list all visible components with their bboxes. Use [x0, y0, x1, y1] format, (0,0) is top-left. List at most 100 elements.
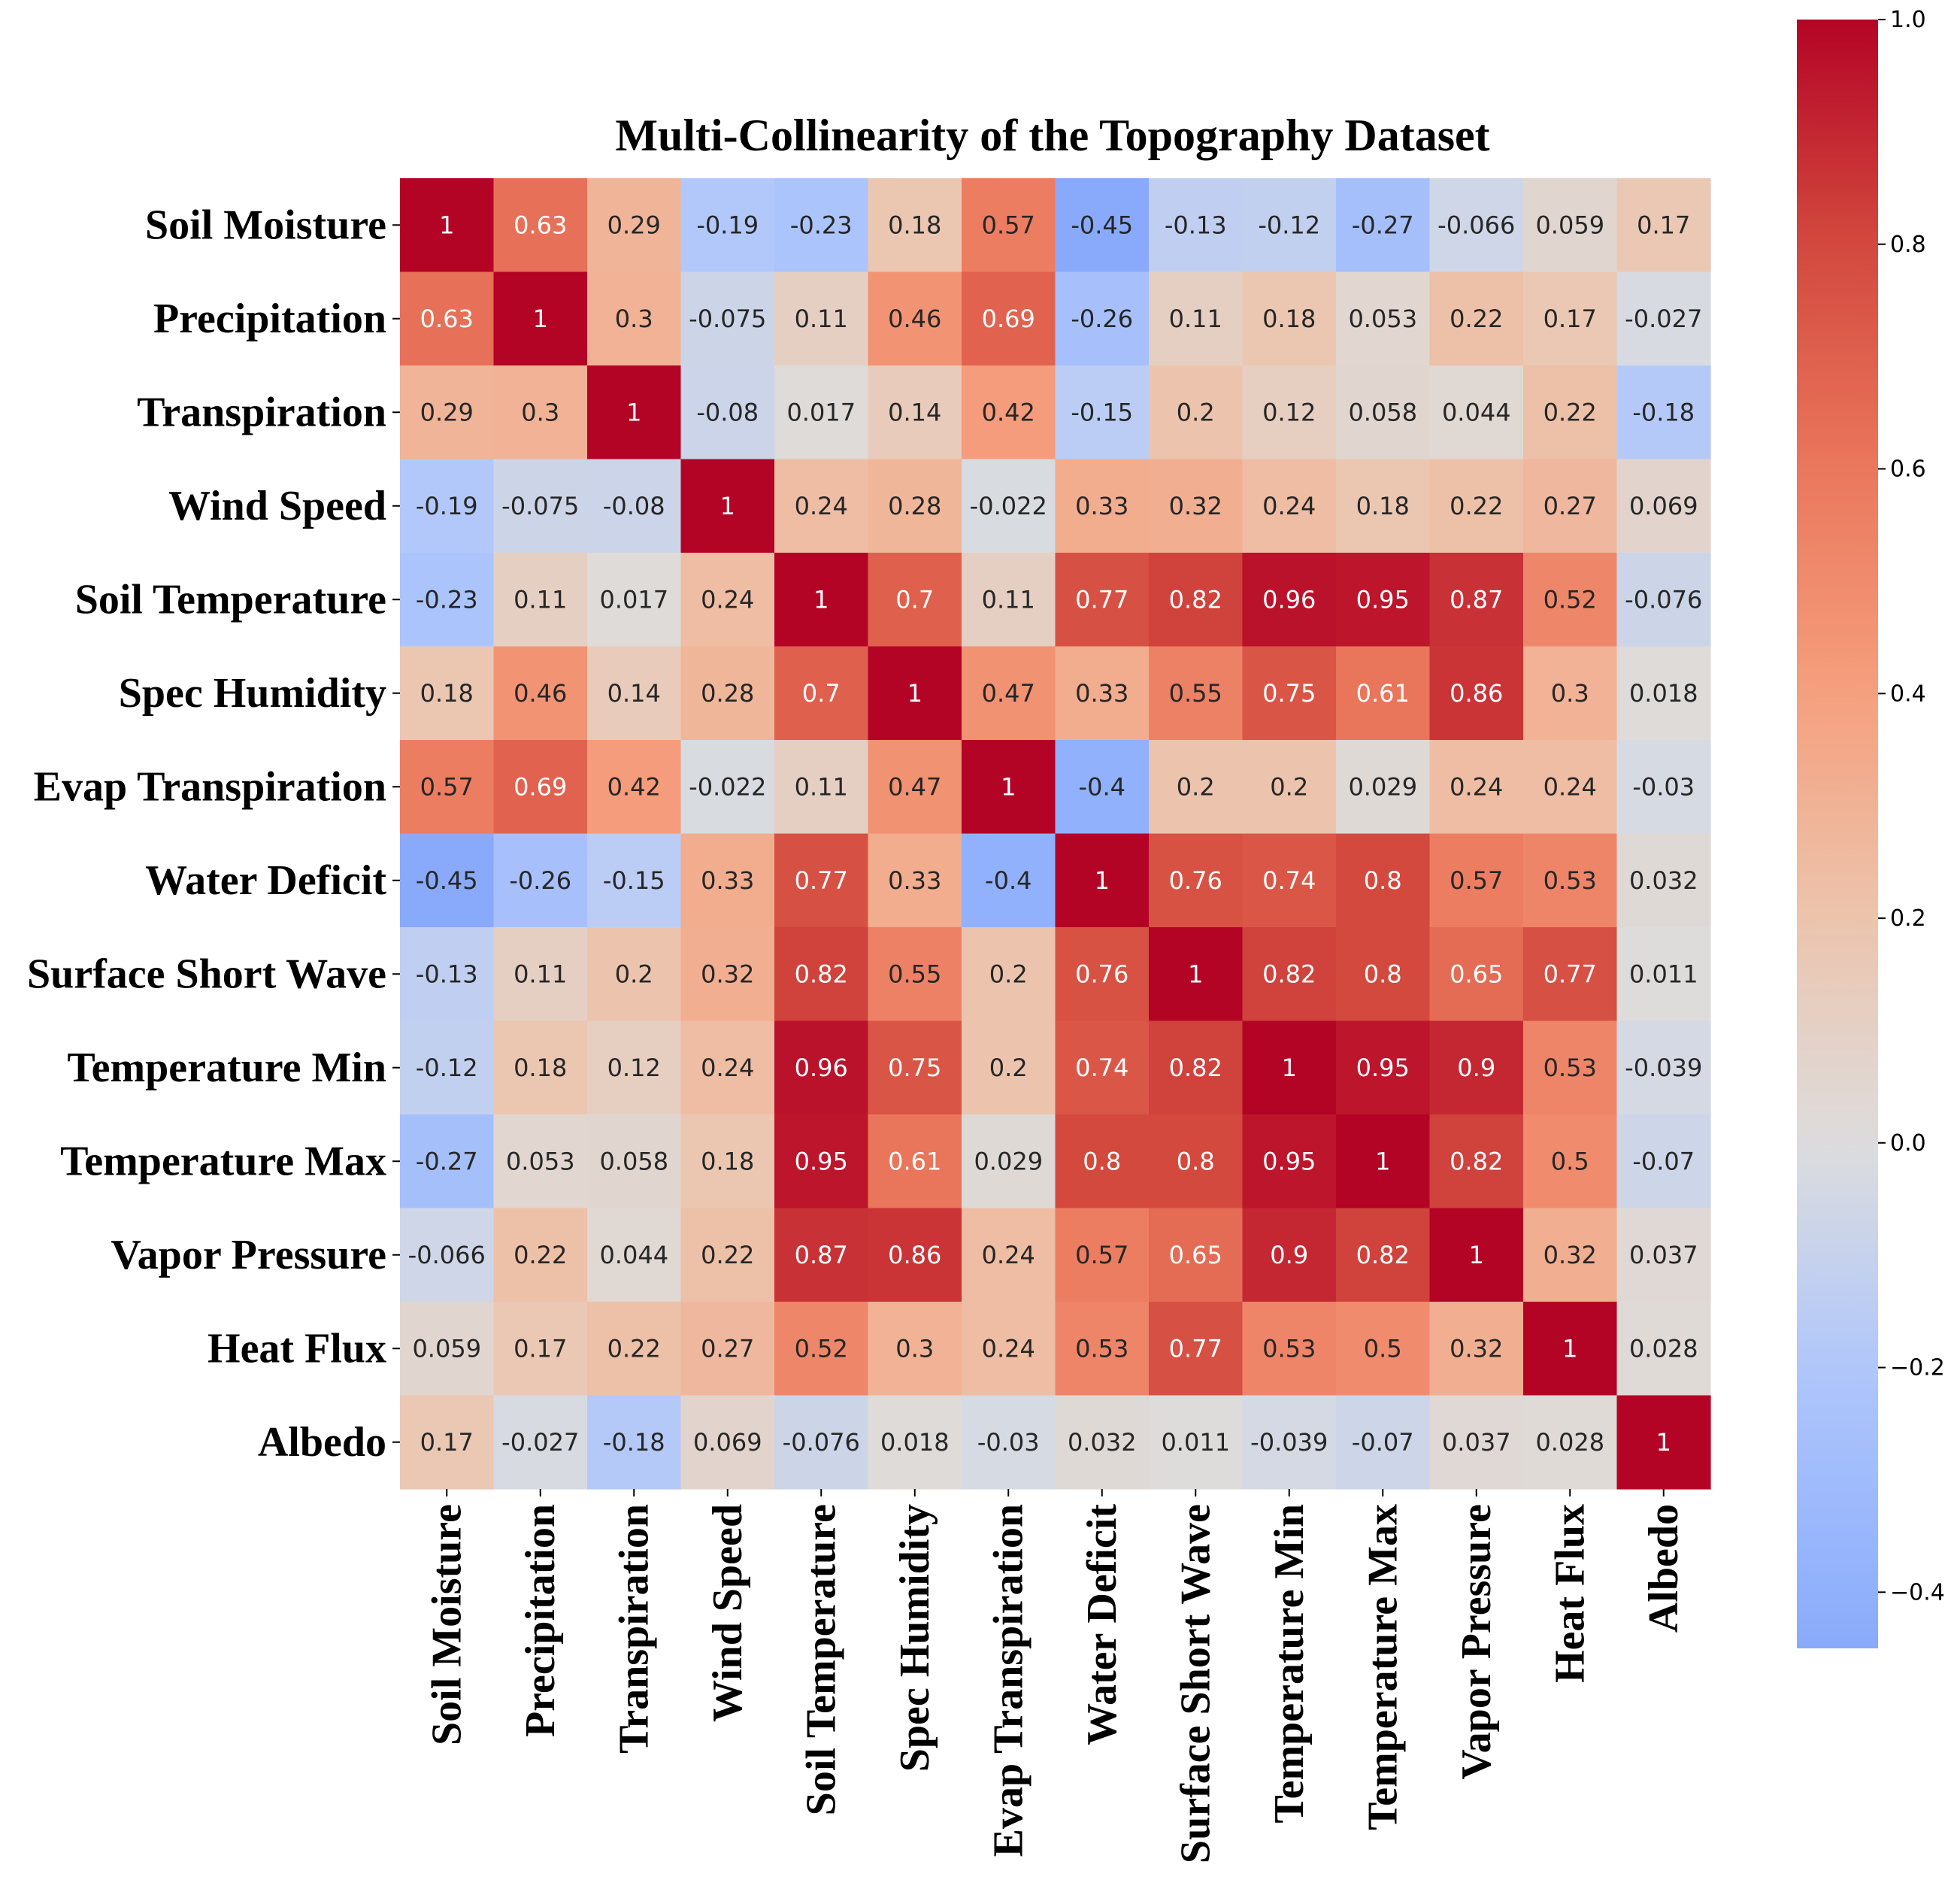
heatmap-cell-label: -0.45 [1071, 211, 1133, 239]
heatmap-cell [962, 927, 1056, 1022]
heatmap-cell [1523, 553, 1618, 647]
heatmap-cell-label: 0.42 [982, 398, 1035, 426]
heatmap-cell-label: 0.33 [1075, 492, 1128, 520]
heatmap-cell-label: 0.52 [795, 1334, 848, 1363]
heatmap-cell [1429, 927, 1524, 1022]
heatmap-cell [587, 1302, 682, 1396]
heatmap-cell [1242, 271, 1337, 366]
heatmap-cell [1149, 833, 1244, 928]
heatmap-cell [1055, 1114, 1150, 1209]
heatmap-cell [1055, 1395, 1150, 1490]
heatmap-cell-label: 0.74 [1262, 866, 1316, 895]
heatmap-cell-label: 0.2 [1270, 772, 1308, 801]
heatmap-cell [1149, 1208, 1244, 1302]
heatmap-cell-label: 0.65 [1169, 1241, 1222, 1269]
heatmap-cell [962, 553, 1056, 647]
heatmap-cell [1616, 271, 1711, 366]
heatmap-cell-label: 0.24 [982, 1334, 1035, 1363]
heatmap-cell-label: 0.76 [1075, 960, 1128, 988]
heatmap-cell-label: -0.19 [696, 211, 759, 239]
heatmap-cell-label: 0.24 [701, 585, 754, 614]
heatmap-cell-label: 0.3 [521, 398, 559, 426]
heatmap-cell-label: 0.27 [701, 1334, 754, 1363]
heatmap-cell-label: 0.22 [607, 1334, 661, 1363]
y-axis-label: Wind Speed [168, 483, 386, 529]
heatmap-cell [1429, 1208, 1524, 1302]
heatmap-cell [1242, 178, 1337, 273]
heatmap-cell [1523, 1208, 1618, 1302]
heatmap-cell-label: 0.17 [1543, 305, 1597, 333]
heatmap-cell-label: -0.45 [416, 866, 478, 895]
heatmap-cell-label: 0.7 [895, 585, 934, 614]
heatmap-cell-label: 1 [533, 305, 548, 333]
heatmap-cell [680, 459, 775, 553]
heatmap-cell-label: 0.87 [1450, 585, 1503, 614]
heatmap-cell-label: 0.28 [888, 492, 941, 520]
heatmap-cell [962, 1208, 1056, 1302]
heatmap-cell-label: -0.13 [416, 960, 478, 988]
colorbar: 1.0 0.8 0.6 0.4 0.2 0.0 −0.2 −0.4 [1797, 7, 1945, 1648]
heatmap-cell-label: 0.57 [982, 211, 1035, 239]
heatmap-cell [1336, 553, 1431, 647]
heatmap-cell [1523, 1114, 1618, 1209]
heatmap-cell-label: 0.82 [1262, 960, 1316, 988]
heatmap-cell [587, 1114, 682, 1209]
y-axis-label: Heat Flux [208, 1325, 386, 1372]
heatmap-cell-label: 0.57 [1450, 866, 1503, 895]
heatmap-cell [400, 1020, 495, 1115]
heatmap-cell-label: 0.47 [888, 772, 941, 801]
y-axis-label: Precipitation [153, 296, 386, 342]
heatmap-cell [1523, 1302, 1618, 1396]
heatmap-cell-label: 0.011 [1161, 1428, 1230, 1457]
heatmap-cell-label: -0.08 [696, 398, 759, 426]
heatmap-cell-label: 0.044 [599, 1241, 668, 1269]
heatmap-cell [1616, 365, 1711, 460]
heatmap-cell-label: 0.2 [1177, 772, 1215, 801]
heatmap-cell-label: 0.5 [1551, 1147, 1589, 1175]
heatmap-cell-label: 0.12 [1262, 398, 1316, 426]
heatmap-cell-label: 0.037 [1442, 1428, 1511, 1457]
heatmap-cell [962, 646, 1056, 741]
y-axis-label: Albedo [258, 1419, 386, 1466]
heatmap-cell-label: 0.069 [1629, 492, 1698, 520]
heatmap-cell-label: 0.18 [420, 679, 474, 708]
heatmap-cell [1149, 1020, 1244, 1115]
colorbar-gradient [1797, 20, 1878, 1648]
x-axis-label: Soil Moisture [423, 1504, 470, 1745]
heatmap-cell-label: 0.059 [412, 1334, 481, 1363]
heatmap-cell [1055, 271, 1150, 366]
heatmap-cell-label: 0.82 [1356, 1241, 1410, 1269]
chart-title: Multi-Collinearity of the Topography Dat… [615, 111, 1489, 160]
heatmap-cell-label: 0.2 [615, 960, 653, 988]
heatmap-cell-label: 0.33 [888, 866, 941, 895]
heatmap-cell-label: 1 [1562, 1334, 1577, 1363]
heatmap-cell [1055, 646, 1150, 741]
heatmap-cell [868, 1114, 962, 1209]
x-axis-label: Soil Temperature [798, 1504, 844, 1815]
heatmap-cell-label: 0.11 [795, 772, 848, 801]
heatmap-cell-label: 0.2 [989, 1054, 1028, 1082]
heatmap-cell [400, 271, 495, 366]
heatmap-cell-label: 0.55 [1169, 679, 1222, 708]
y-axis-label: Transpiration [137, 389, 386, 435]
x-axis-label: Temperature Min [1266, 1504, 1313, 1824]
heatmap-cell [587, 271, 682, 366]
heatmap-cell [1616, 1020, 1711, 1115]
heatmap-cell-label: 0.032 [1068, 1428, 1137, 1457]
heatmap-cell [493, 553, 588, 647]
heatmap-cell [587, 365, 682, 460]
heatmap-cell [1336, 646, 1431, 741]
heatmap-cell-label: 0.8 [1083, 1147, 1121, 1175]
x-axis-label: Heat Flux [1546, 1504, 1593, 1683]
heatmap-cell-label: 0.74 [1075, 1054, 1128, 1082]
heatmap-cell-label: 0.24 [795, 492, 848, 520]
heatmap-cell [962, 271, 1056, 366]
y-axis-label: Temperature Min [67, 1045, 386, 1091]
heatmap-cell [1616, 1395, 1711, 1490]
heatmap-cell [962, 459, 1056, 553]
heatmap-cell-label: 0.24 [1450, 772, 1503, 801]
heatmap-cell-label: 0.61 [888, 1147, 941, 1175]
heatmap-cell [493, 459, 588, 553]
colorbar-tick-label: −0.4 [1890, 1579, 1945, 1605]
heatmap-cell [774, 365, 869, 460]
